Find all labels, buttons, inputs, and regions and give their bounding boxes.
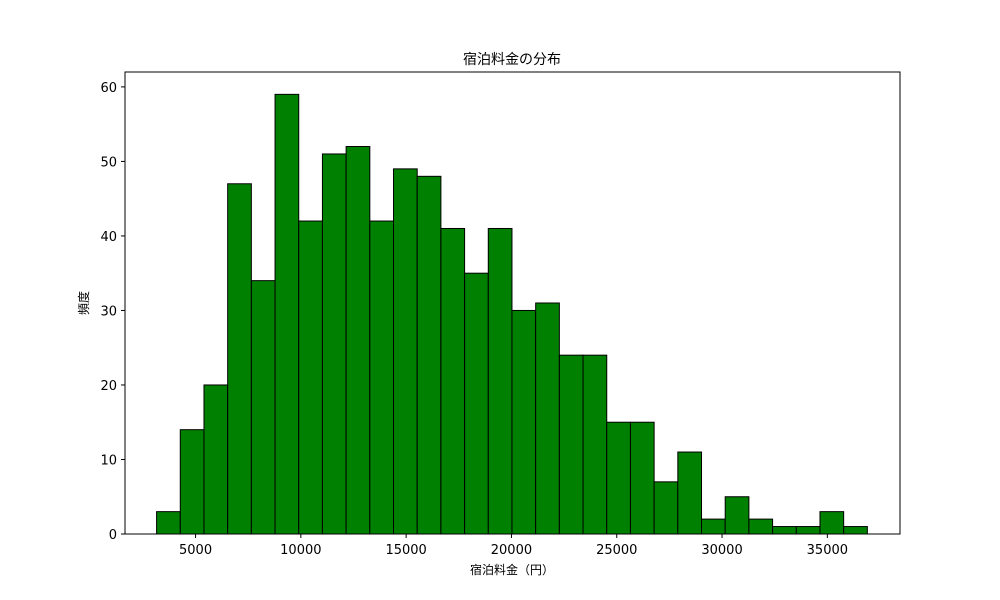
histogram-bar bbox=[440, 227, 466, 535]
x-axis: 5000 10000 15000 20000 25000 30000 35000 bbox=[179, 534, 848, 558]
histogram-bar bbox=[156, 511, 181, 535]
histogram-bar bbox=[274, 93, 300, 535]
histogram-bar bbox=[677, 451, 703, 535]
histogram-bar bbox=[179, 429, 205, 535]
y-tick-label: 10 bbox=[100, 453, 117, 468]
y-tick-label: 0 bbox=[109, 528, 117, 543]
x-tick-label: 15000 bbox=[385, 543, 426, 558]
y-tick-label: 40 bbox=[100, 230, 117, 245]
y-tick-label: 50 bbox=[100, 155, 117, 170]
histogram-bar bbox=[321, 153, 347, 535]
histogram-bar bbox=[582, 354, 608, 535]
histogram-bar bbox=[795, 526, 821, 535]
y-axis-label: 頻度 bbox=[76, 291, 91, 315]
x-tick-label: 25000 bbox=[596, 543, 637, 558]
y-tick-label: 20 bbox=[100, 379, 117, 394]
histogram-bar bbox=[393, 168, 418, 535]
histogram-bar bbox=[416, 175, 442, 535]
histogram-bar bbox=[250, 280, 276, 535]
histogram-bar bbox=[629, 421, 655, 535]
histogram-bar bbox=[298, 220, 323, 535]
x-tick-label: 5000 bbox=[179, 543, 212, 558]
histogram-bar bbox=[369, 220, 395, 535]
x-tick-label: 10000 bbox=[280, 543, 321, 558]
histogram-bar bbox=[843, 526, 868, 535]
histogram-bar bbox=[558, 354, 584, 535]
histogram-bar bbox=[345, 146, 371, 535]
histogram-bar bbox=[227, 183, 252, 535]
x-axis-label: 宿泊料金（円） bbox=[470, 562, 554, 577]
x-tick-label: 35000 bbox=[807, 543, 848, 558]
histogram-bar bbox=[511, 309, 537, 535]
histogram-bar bbox=[819, 511, 845, 535]
histogram-bar bbox=[724, 496, 750, 535]
histogram-bar bbox=[701, 518, 726, 535]
bars-group bbox=[156, 93, 868, 535]
histogram-bar bbox=[748, 518, 774, 535]
histogram-bar bbox=[606, 421, 631, 535]
histogram-bar bbox=[487, 227, 513, 535]
chart-title: 宿泊料金の分布 bbox=[463, 51, 561, 68]
y-axis: 0 10 20 30 40 50 60 bbox=[100, 81, 125, 543]
histogram-bar bbox=[464, 272, 489, 535]
y-tick-label: 60 bbox=[100, 81, 117, 96]
histogram-bar bbox=[203, 384, 229, 535]
x-tick-label: 30000 bbox=[701, 543, 742, 558]
histogram-bar bbox=[653, 481, 679, 535]
histogram-bar bbox=[535, 302, 560, 535]
histogram-bar bbox=[772, 526, 797, 535]
x-tick-label: 20000 bbox=[491, 543, 532, 558]
plot-frame bbox=[124, 71, 901, 535]
y-tick-label: 30 bbox=[100, 304, 117, 319]
